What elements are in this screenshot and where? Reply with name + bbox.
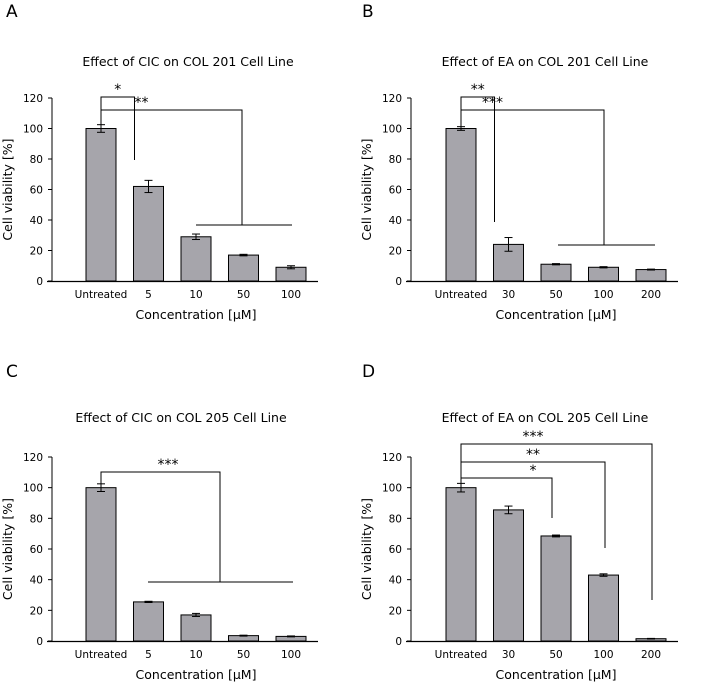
bar — [588, 574, 619, 642]
x-tick-label: 50 — [549, 649, 562, 661]
y-tick-label: 0 — [36, 636, 43, 648]
y-tick-label: 100 — [382, 124, 402, 136]
bar — [180, 614, 212, 642]
bar — [180, 236, 212, 282]
significance-label: ** — [471, 82, 485, 98]
y-tick-label: 80 — [389, 154, 402, 166]
y-tick-label: 120 — [23, 93, 43, 105]
y-tick-label: 40 — [30, 575, 43, 587]
bar — [445, 487, 477, 642]
significance-label: *** — [523, 429, 544, 445]
bar — [493, 509, 524, 642]
bar — [85, 128, 117, 282]
significance-label: *** — [482, 95, 503, 111]
bar — [588, 266, 619, 282]
x-tick-label: Untreated — [75, 649, 128, 661]
panel-b: B Effect of EA on COL 201 Cell Line 0 20 40 6… — [359, 2, 678, 322]
x-tick-label: 10 — [189, 649, 202, 661]
x-tick-label: 50 — [549, 289, 562, 301]
significance-label: *** — [158, 457, 179, 473]
panel-a: A Effect of CIC on COL 201 Cell Line 0 20 40… — [0, 2, 318, 322]
y-tick-label: 40 — [389, 575, 402, 587]
x-tick-label: 30 — [502, 289, 515, 301]
x-tick-label: 30 — [502, 649, 515, 661]
x-tick-label: Untreated — [75, 289, 128, 301]
y-tick-label: 100 — [23, 483, 43, 495]
x-axis-label: Concentration [μM] — [136, 667, 257, 682]
y-tick-label: 100 — [382, 483, 402, 495]
significance-bracket — [460, 461, 606, 548]
y-tick-label: 0 — [36, 276, 43, 288]
y-tick-label: 60 — [389, 544, 402, 556]
bar — [275, 266, 307, 282]
x-tick-label: 100 — [593, 289, 613, 301]
chart-title: Effect of EA on COL 205 Cell Line — [442, 410, 649, 425]
y-axis-label: Cell viability [%] — [0, 498, 15, 600]
panel-c: C Effect of CIC on COL 205 Cell Line 0 20 40… — [0, 362, 318, 682]
panel-letter: A — [6, 2, 18, 22]
x-axis-label: Concentration [μM] — [496, 667, 617, 682]
y-axis-label: Cell viability [%] — [0, 138, 15, 240]
x-tick-label: 100 — [593, 649, 613, 661]
bar — [133, 185, 164, 282]
significance-label: * — [530, 463, 537, 479]
chart-title: Effect of CIC on COL 205 Cell Line — [75, 410, 287, 425]
bar — [133, 601, 164, 642]
significance-bracket — [460, 109, 605, 245]
y-tick-label: 80 — [30, 513, 43, 525]
x-tick-label: 100 — [281, 289, 301, 301]
bar — [228, 254, 259, 282]
significance-bracket — [100, 471, 221, 582]
y-tick-label: 80 — [30, 154, 43, 166]
panel-letter: D — [362, 362, 375, 382]
y-tick-label: 0 — [395, 636, 402, 648]
y-axis-label: Cell viability [%] — [359, 498, 374, 600]
bar — [445, 128, 477, 282]
x-axis-label: Concentration [μM] — [496, 307, 617, 322]
y-tick-label: 40 — [389, 215, 402, 227]
y-tick-label: 120 — [382, 93, 402, 105]
y-tick-label: 60 — [30, 544, 43, 556]
x-tick-label: Untreated — [435, 649, 488, 661]
chart-title: Effect of CIC on COL 201 Cell Line — [82, 54, 294, 69]
y-tick-label: 20 — [30, 605, 43, 617]
panel-d: D Effect of EA on COL 205 Cell Line 0 20 40 6… — [359, 362, 678, 682]
significance-label: ** — [526, 447, 540, 463]
panel-letter: C — [6, 362, 18, 382]
y-tick-label: 20 — [389, 246, 402, 258]
y-tick-label: 80 — [389, 513, 402, 525]
x-tick-label: 200 — [641, 649, 661, 661]
x-tick-label: 5 — [145, 289, 152, 301]
chart-title: Effect of EA on COL 201 Cell Line — [442, 54, 649, 69]
y-tick-label: 60 — [389, 185, 402, 197]
significance-bracket — [100, 109, 243, 225]
significance-label: * — [114, 82, 121, 98]
x-tick-label: 50 — [237, 289, 250, 301]
y-tick-label: 100 — [23, 124, 43, 136]
x-tick-label: 50 — [237, 649, 250, 661]
y-tick-label: 120 — [23, 452, 43, 464]
bar — [540, 535, 572, 642]
x-tick-label: 200 — [641, 289, 661, 301]
x-tick-label: 10 — [189, 289, 202, 301]
y-axis-label: Cell viability [%] — [359, 138, 374, 240]
y-tick-label: 40 — [30, 215, 43, 227]
y-tick-label: 20 — [389, 605, 402, 617]
y-tick-label: 60 — [30, 185, 43, 197]
y-tick-label: 20 — [30, 246, 43, 258]
y-tick-label: 120 — [382, 452, 402, 464]
significance-bracket — [460, 477, 553, 518]
bar — [85, 487, 117, 642]
panel-letter: B — [362, 2, 374, 22]
x-axis-label: Concentration [μM] — [136, 307, 257, 322]
bar — [540, 263, 572, 282]
bar — [635, 269, 667, 282]
x-tick-label: 100 — [281, 649, 301, 661]
x-tick-label: Untreated — [435, 289, 488, 301]
x-tick-label: 5 — [145, 649, 152, 661]
significance-label: ** — [135, 95, 149, 111]
y-tick-label: 0 — [395, 276, 402, 288]
